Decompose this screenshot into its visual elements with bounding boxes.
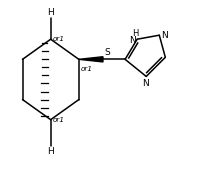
Text: H: H	[132, 29, 139, 38]
Text: N: N	[142, 79, 149, 88]
Text: H: H	[47, 8, 54, 17]
Text: or1: or1	[80, 66, 92, 72]
Text: N: N	[161, 31, 168, 40]
Text: N: N	[129, 36, 135, 45]
Text: S: S	[105, 48, 110, 57]
Polygon shape	[79, 57, 103, 62]
Text: H: H	[47, 147, 54, 156]
Text: or1: or1	[53, 36, 65, 42]
Text: or1: or1	[53, 117, 65, 123]
